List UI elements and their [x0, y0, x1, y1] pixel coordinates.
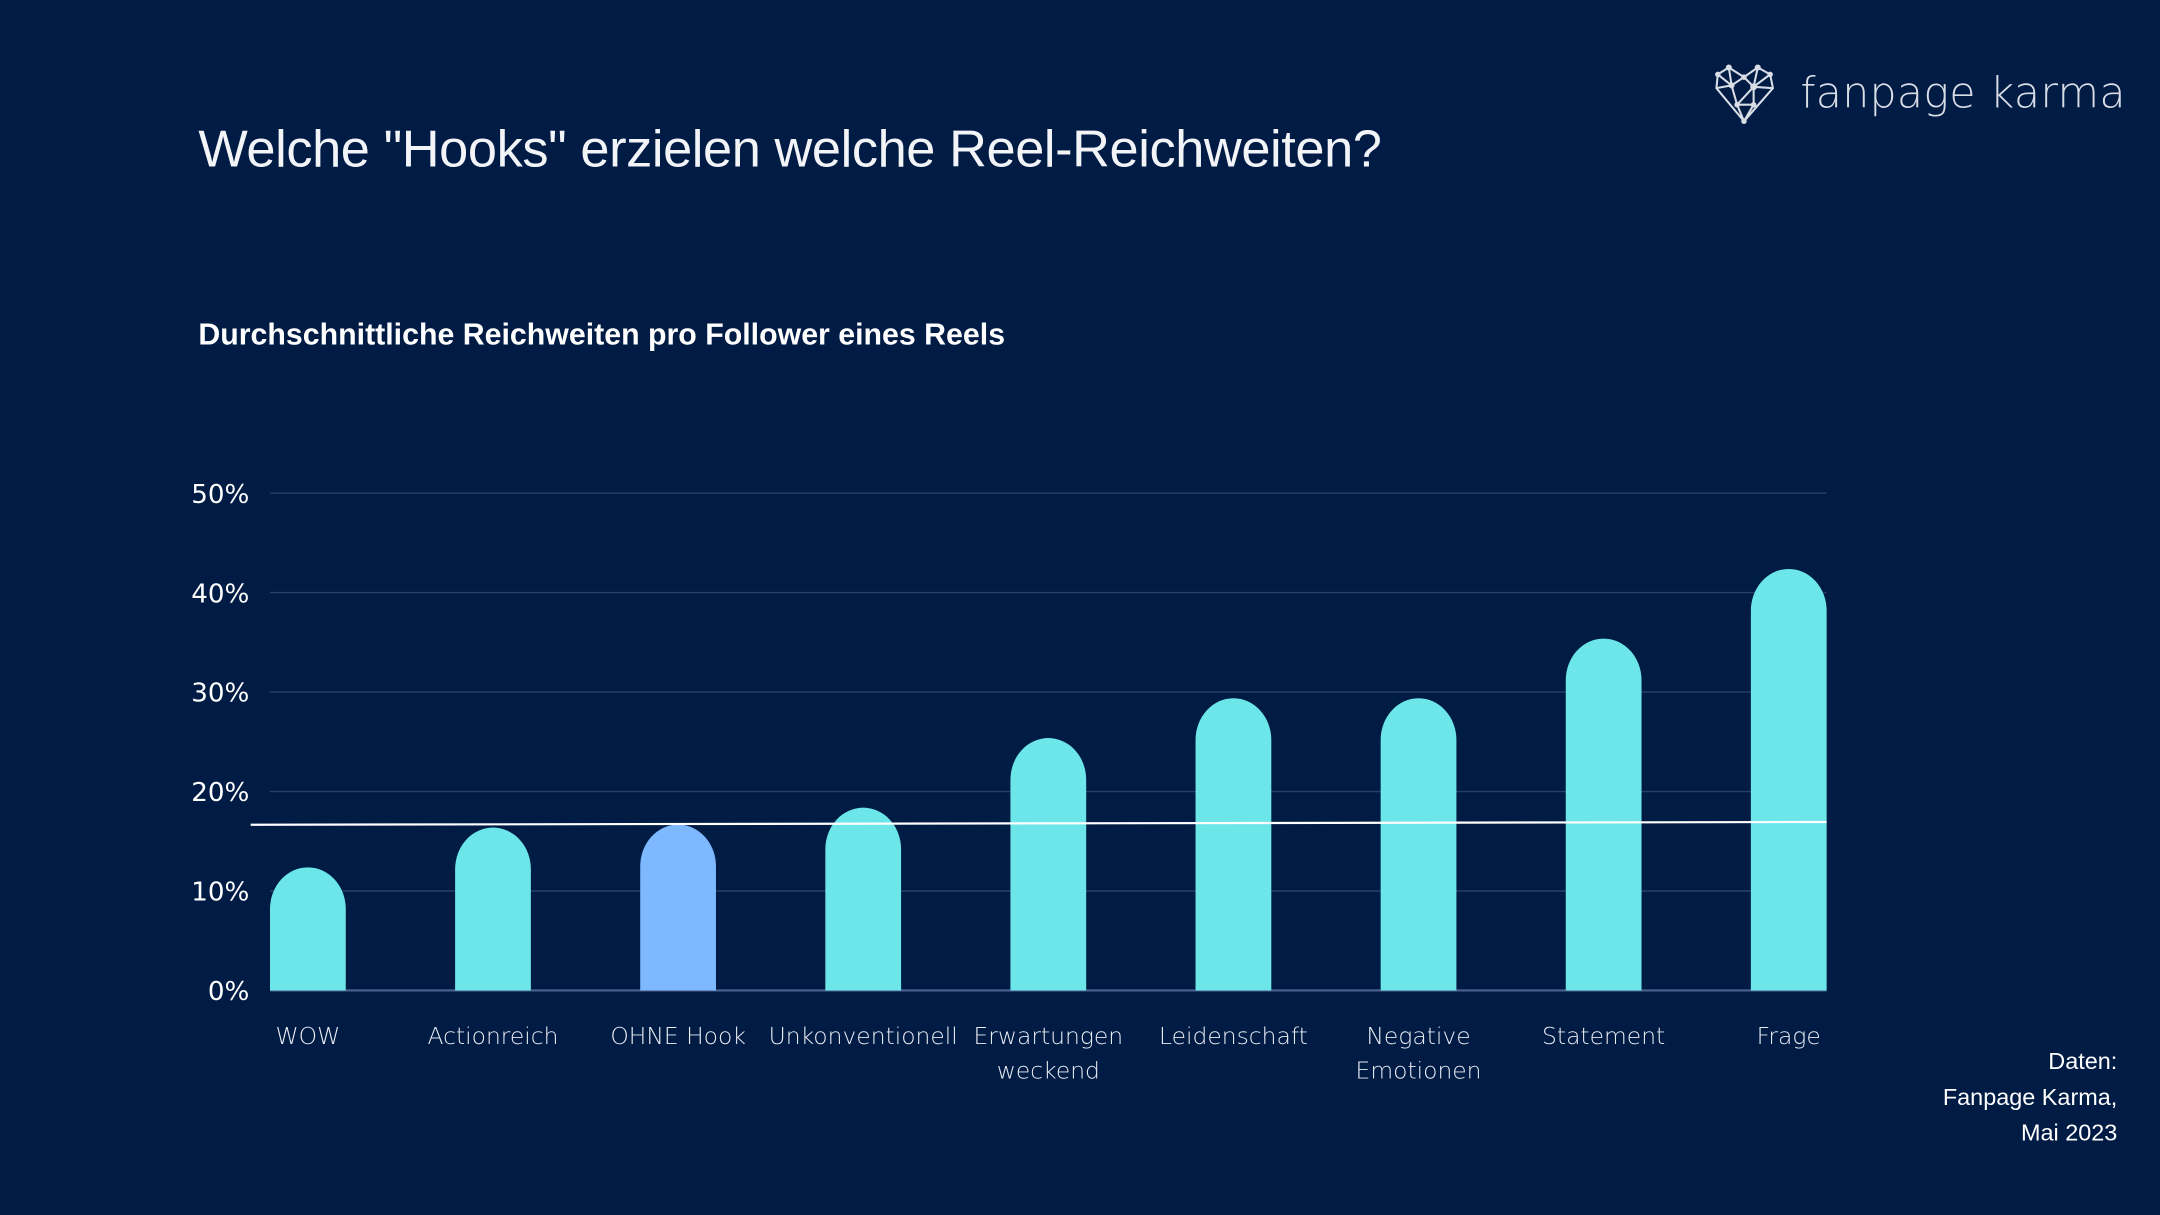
source-line: Fanpage Karma, [1942, 1084, 2118, 1111]
bar-wow [269, 867, 346, 991]
page-title: Welche "Hooks" erzielen welche Reel-Reic… [198, 121, 1382, 180]
x-tick-label: Emotionen [1356, 1057, 1482, 1085]
source-line: Daten: [2048, 1048, 2118, 1075]
chart-subtitle: Durchschnittliche Reichweiten pro Follow… [198, 316, 1006, 352]
y-tick-label: 30% [191, 679, 249, 709]
x-tick-label: Negative [1366, 1022, 1470, 1050]
data-source: Daten: Fanpage Karma, Mai 2023 [1943, 1044, 2117, 1151]
bar-erwartungen-weckend [1010, 738, 1087, 991]
heart-network-icon [1715, 64, 1775, 124]
logo: fanpage karma [1712, 63, 2126, 124]
x-tick-label: WOW [276, 1022, 341, 1050]
bar-actionreich [455, 827, 531, 991]
x-tick-label: Unkonventionell [769, 1022, 958, 1050]
bar-negative-emotionen [1380, 698, 1457, 991]
bar-ohne-hook [640, 824, 716, 991]
y-tick-label: 20% [191, 778, 249, 808]
bar-statement [1565, 638, 1642, 991]
x-tick-label: OHNE Hook [610, 1022, 746, 1050]
bar-unkonventionell [825, 807, 902, 991]
bar-frage [1750, 568, 1827, 991]
average-line [250, 820, 1827, 826]
source-line: Mai 2023 [2020, 1119, 2118, 1147]
x-tick-label: Statement [1542, 1022, 1665, 1050]
logo-text: fanpage karma [1800, 68, 2126, 119]
x-tick-label: Actionreich [427, 1022, 558, 1050]
x-tick-label: Leidenschaft [1159, 1022, 1308, 1050]
y-tick-label: 0% [208, 977, 250, 1007]
y-tick-label: 10% [191, 878, 249, 908]
y-tick-label: 50% [191, 480, 249, 510]
x-tick-label: weckend [997, 1057, 1100, 1085]
y-tick-label: 40% [191, 579, 249, 609]
x-tick-label: Frage [1757, 1022, 1821, 1050]
x-tick-label: Erwartungen [973, 1022, 1123, 1050]
bar-leidenschaft [1195, 698, 1272, 991]
